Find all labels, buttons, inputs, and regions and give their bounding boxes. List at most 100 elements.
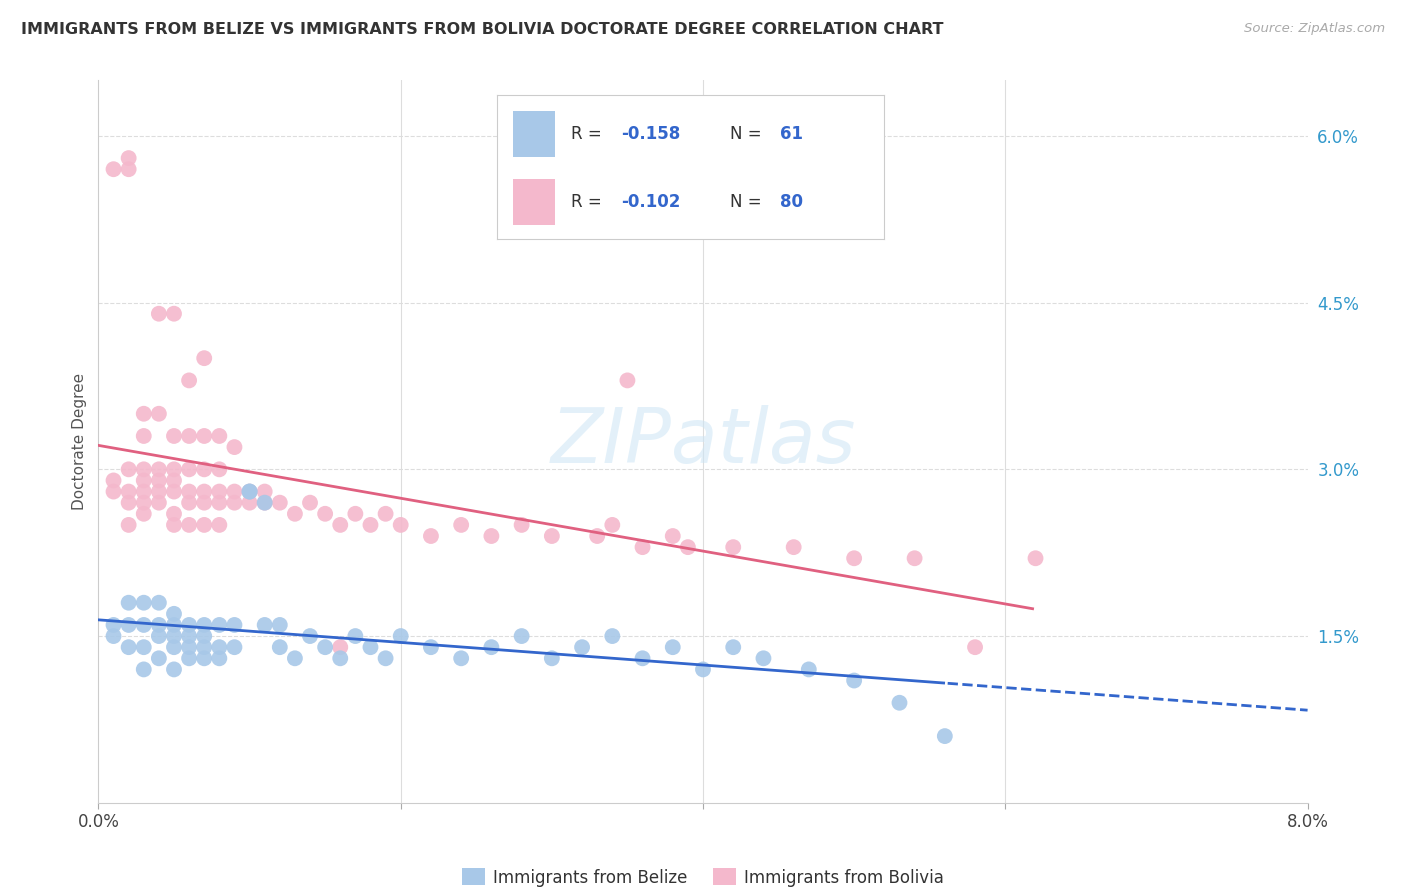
Point [132,507,155,521]
Point [148,474,170,488]
Point [163,507,186,521]
Point [148,462,170,476]
Point [118,462,141,476]
Point [103,162,125,177]
Point [179,640,201,655]
Point [148,407,170,421]
Point [179,373,201,387]
Point [253,496,276,510]
Point [208,462,231,476]
Point [631,540,654,554]
Point [844,673,866,688]
Point [163,618,186,632]
Point [540,651,562,665]
Point [208,640,231,655]
Point [450,651,472,665]
Point [208,517,231,532]
Point [904,551,927,566]
Point [163,307,186,321]
Point [676,540,699,554]
Point [163,474,186,488]
Point [163,662,186,676]
Point [224,640,246,655]
Point [269,618,291,632]
Point [118,151,141,165]
Point [118,162,141,177]
Point [208,429,231,443]
Point [148,484,170,499]
Point [616,373,638,387]
Point [269,496,291,510]
Point [103,474,125,488]
Point [103,484,125,499]
Point [284,651,307,665]
Point [389,517,412,532]
Point [163,462,186,476]
Point [132,596,155,610]
Point [374,651,396,665]
Point [631,651,654,665]
Point [224,496,246,510]
Point [208,618,231,632]
Point [586,529,609,543]
Point [510,517,533,532]
Point [148,618,170,632]
Point [239,484,262,499]
Point [481,640,503,655]
Point [329,651,352,665]
Point [132,429,155,443]
Point [193,484,215,499]
Text: Source: ZipAtlas.com: Source: ZipAtlas.com [1244,22,1385,36]
Point [163,607,186,621]
Point [193,651,215,665]
Point [934,729,956,743]
Point [208,484,231,499]
Point [723,640,745,655]
Point [103,618,125,632]
Point [132,618,155,632]
Point [148,307,170,321]
Point [344,629,367,643]
Point [163,629,186,643]
Point [224,618,246,632]
Point [132,640,155,655]
Point [118,596,141,610]
Point [661,640,683,655]
Point [179,484,201,499]
Point [148,629,170,643]
Point [193,351,215,366]
Point [344,507,367,521]
Point [723,540,745,554]
Point [752,651,775,665]
Point [179,462,201,476]
Y-axis label: Doctorate Degree: Doctorate Degree [72,373,87,510]
Text: IMMIGRANTS FROM BELIZE VS IMMIGRANTS FROM BOLIVIA DOCTORATE DEGREE CORRELATION C: IMMIGRANTS FROM BELIZE VS IMMIGRANTS FRO… [21,22,943,37]
Point [450,517,472,532]
Point [571,640,593,655]
Point [132,474,155,488]
Point [179,629,201,643]
Point [179,517,201,532]
Point [118,496,141,510]
Point [179,429,201,443]
Point [193,618,215,632]
Point [118,618,141,632]
Point [239,496,262,510]
Point [420,529,443,543]
Point [253,618,276,632]
Point [179,496,201,510]
Point [420,640,443,655]
Point [661,529,683,543]
Point [889,696,911,710]
Point [208,651,231,665]
Point [239,484,262,499]
Point [284,507,307,521]
Point [481,529,503,543]
Point [389,629,412,643]
Point [148,651,170,665]
Point [132,484,155,499]
Point [148,596,170,610]
Point [510,629,533,643]
Point [797,662,820,676]
Point [208,496,231,510]
